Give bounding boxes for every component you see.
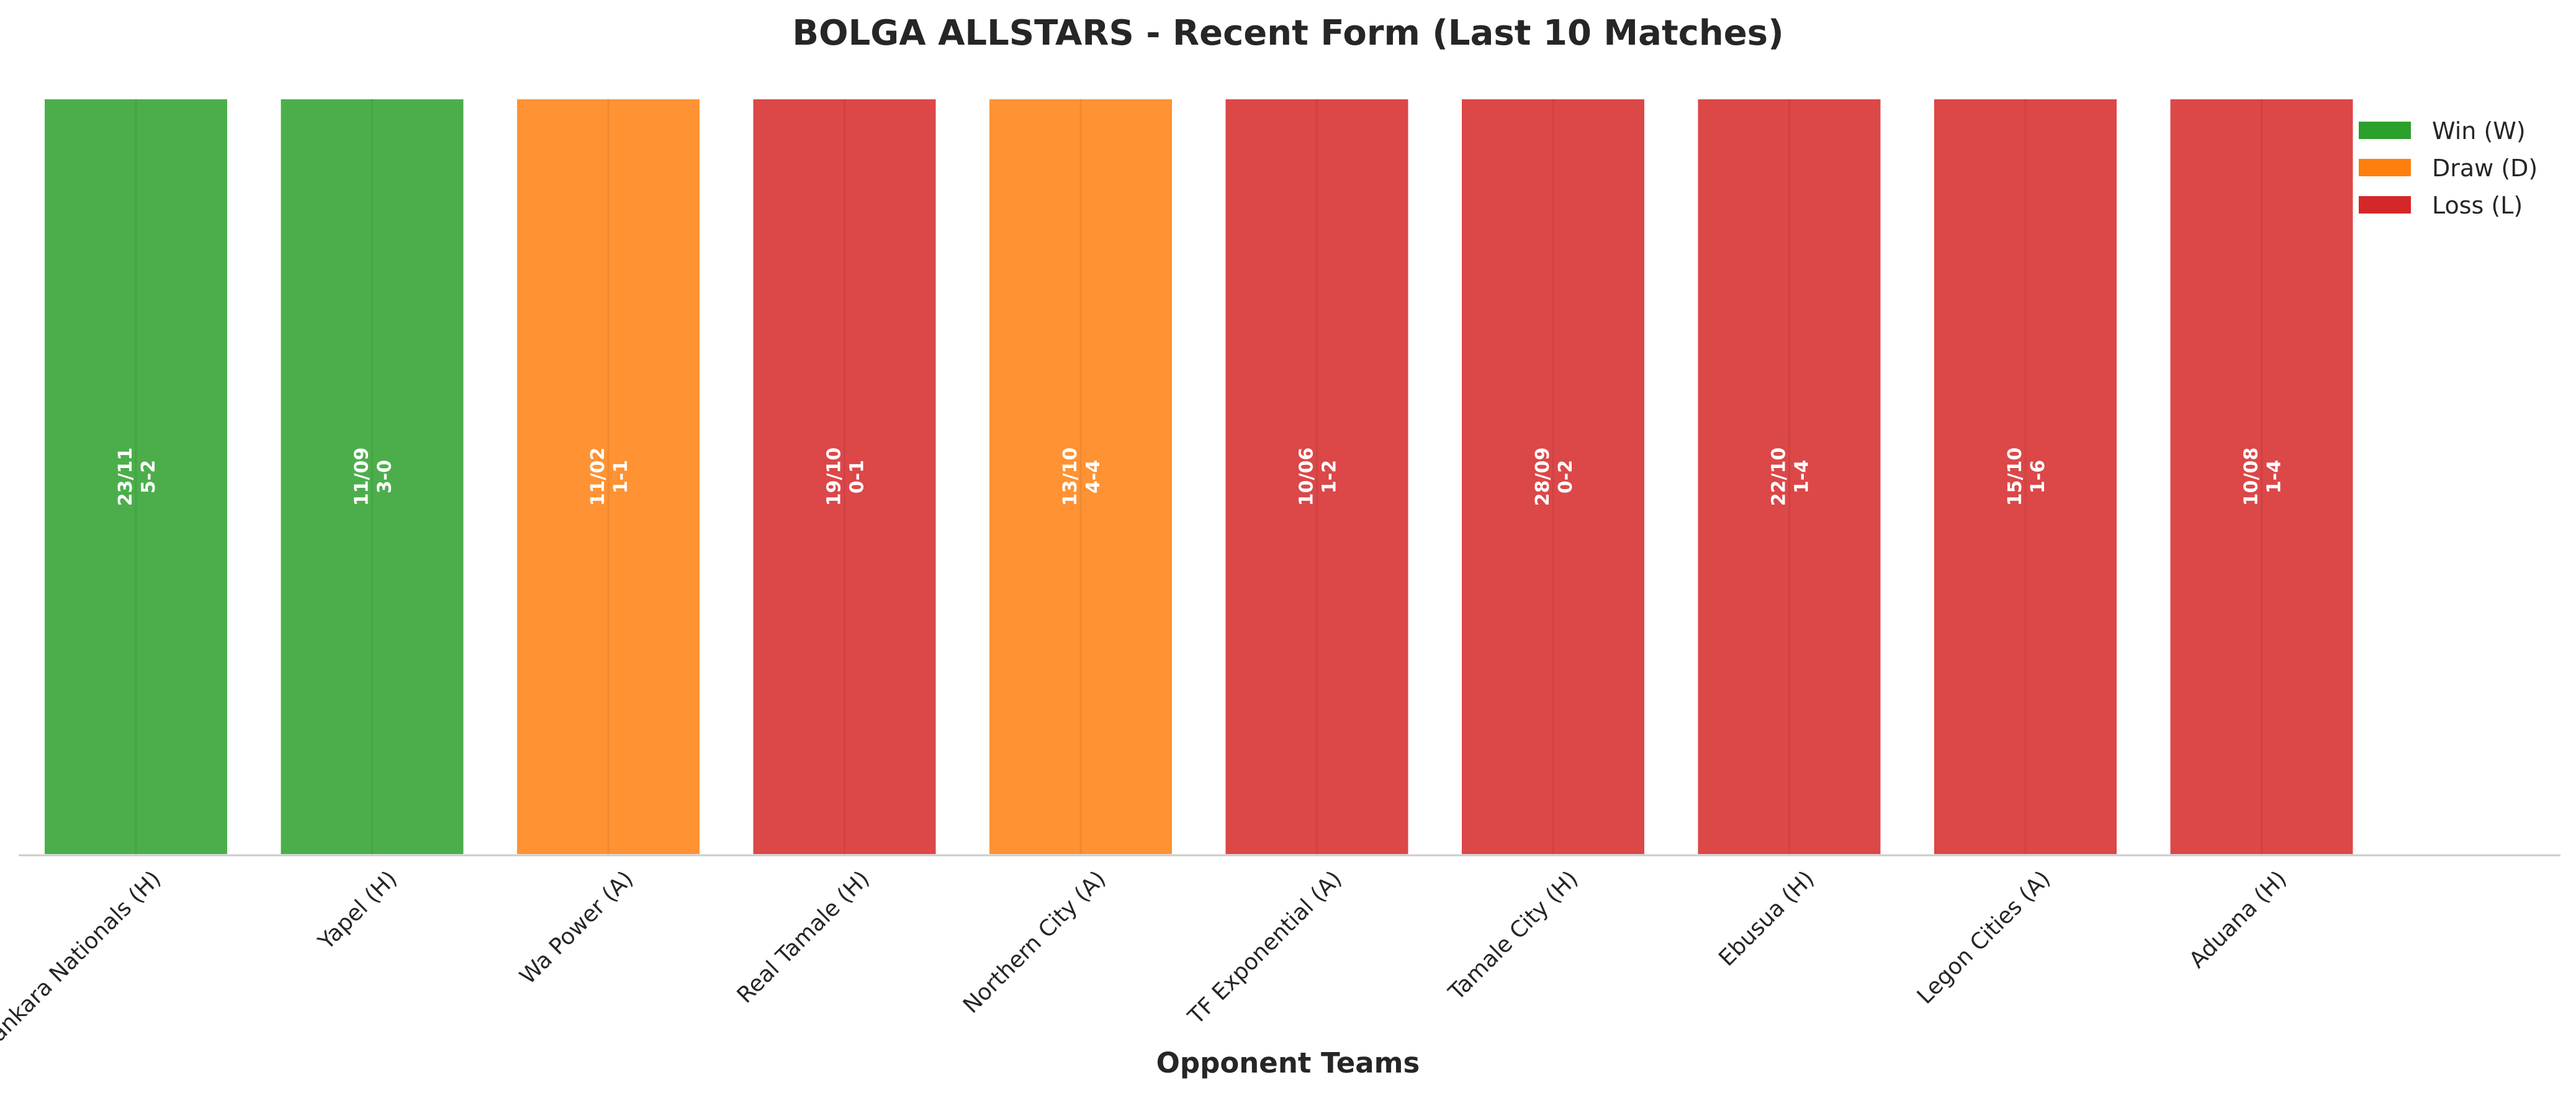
- x-tick-label: Wa Power (A): [515, 866, 639, 989]
- bar-label: 11/093-0: [351, 448, 396, 506]
- chart-title: BOLGA ALLSTARS - Recent Form (Last 10 Ma…: [792, 13, 1783, 53]
- x-tick-label: Aduana (H): [2184, 866, 2292, 973]
- bar-4: [750, 97, 939, 857]
- x-tick-label: Sankara Nationals (H): [0, 866, 166, 1056]
- bar-6: [1223, 97, 1411, 857]
- bar-date: 28/09: [1532, 448, 1554, 506]
- bar-7: [1459, 97, 1647, 857]
- bar-score: 1-4: [1791, 460, 1813, 493]
- bar-label: 19/100-1: [824, 448, 868, 506]
- bar-5: [987, 97, 1174, 857]
- bar-date: 23/11: [115, 448, 137, 506]
- bar-3: [515, 97, 702, 857]
- bar-label: 10/061-2: [1296, 448, 1341, 506]
- legend-label-d: Draw (D): [2432, 155, 2538, 182]
- bar-date: 10/08: [2241, 448, 2263, 506]
- bar-score: 1-6: [2027, 460, 2049, 493]
- x-axis-label: Opponent Teams: [1156, 1046, 1420, 1079]
- bar-label: 28/090-2: [1532, 448, 1577, 506]
- bar-8: [1695, 97, 1883, 857]
- legend-swatch-d: [2359, 159, 2411, 176]
- bar-score: 4-4: [1083, 460, 1104, 493]
- bar-date: 22/10: [1768, 448, 1790, 506]
- x-tick-label: Tamale City (H): [1444, 866, 1583, 1006]
- bar-score: 0-1: [847, 460, 868, 493]
- bar-labels-group: 23/115-2 11/093-0 11/021-1 19/100-1 13/104-4…: [115, 448, 2286, 506]
- bar-score: 1-2: [1319, 460, 1341, 493]
- bar-label: 10/081-4: [2241, 448, 2286, 506]
- legend-label-w: Win (W): [2432, 117, 2526, 145]
- bar-date: 11/09: [351, 448, 373, 506]
- x-tick-label: TF Exponential (A): [1183, 866, 1347, 1030]
- bar-score: 1-1: [610, 460, 632, 493]
- bar-date: 15/10: [2004, 448, 2026, 506]
- bar-label: 23/115-2: [115, 448, 160, 506]
- bar-date: 11/02: [587, 448, 609, 506]
- bar-label: 11/021-1: [587, 448, 632, 506]
- x-tick-label: Yapel (H): [313, 866, 402, 955]
- bar-score: 1-4: [2264, 460, 2286, 493]
- legend-swatch-w: [2359, 122, 2411, 139]
- x-tick-labels: Sankara Nationals (H) Yapel (H) Wa Power (…: [0, 866, 2292, 1056]
- bar-10: [2168, 97, 2356, 857]
- bar-date: 19/10: [824, 448, 845, 506]
- x-tick-label: Real Tamale (H): [732, 866, 875, 1008]
- x-tick-label: Legon Cities (A): [1912, 866, 2056, 1009]
- bar-score: 5-2: [138, 460, 160, 493]
- bars-group: [42, 97, 2356, 857]
- bar-score: 3-0: [374, 460, 396, 493]
- x-tick-label: Northern City (A): [958, 866, 1110, 1018]
- legend-swatch-l: [2359, 196, 2411, 214]
- bar-label: 15/101-6: [2004, 448, 2049, 506]
- bar-label: 22/101-4: [1768, 448, 1813, 506]
- bar-1: [42, 97, 230, 857]
- legend-label-l: Loss (L): [2432, 192, 2523, 219]
- bar-label: 13/104-4: [1060, 448, 1104, 506]
- x-tick-label: Ebusua (H): [1714, 866, 1819, 971]
- legend: Win (W) Draw (D) Loss (L): [2359, 117, 2538, 219]
- bar-score: 0-2: [1555, 460, 1577, 493]
- bar-date: 13/10: [1060, 448, 1081, 506]
- bar-2: [278, 97, 466, 857]
- bar-date: 10/06: [1296, 448, 1318, 506]
